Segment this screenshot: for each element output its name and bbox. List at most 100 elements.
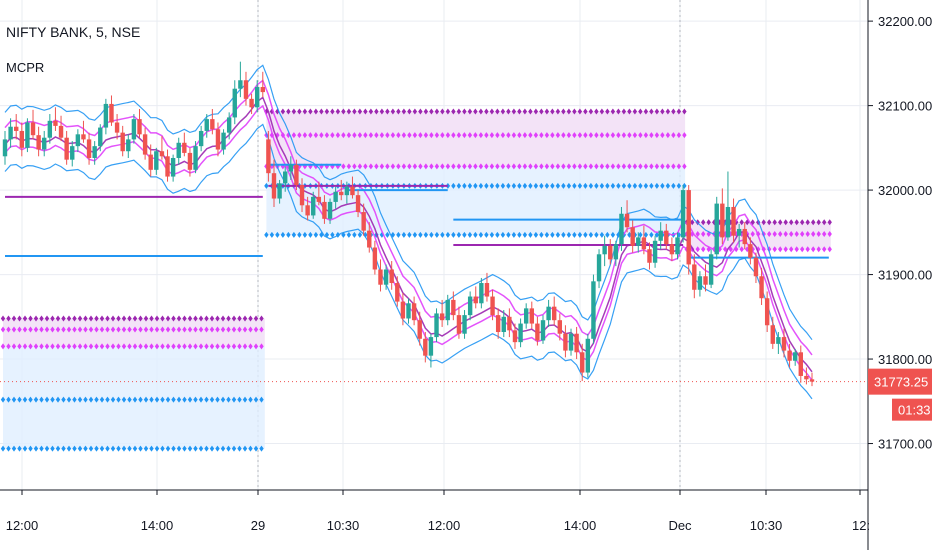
cpr-dot	[451, 182, 456, 189]
cpr-dot	[577, 182, 583, 189]
cpr-dot	[253, 326, 259, 333]
cpr-dot	[473, 231, 478, 238]
candle	[47, 114, 53, 144]
cpr-dot	[209, 445, 215, 452]
cpr-dot	[407, 163, 412, 170]
cpr-dot	[94, 343, 99, 350]
candle	[25, 118, 30, 153]
cpr-dot	[324, 108, 330, 115]
cpr-dot	[555, 108, 561, 115]
candle-body	[703, 276, 708, 285]
candle	[574, 326, 579, 360]
candle-body	[669, 244, 675, 255]
candle-body	[731, 206, 736, 236]
cpr-dot	[445, 231, 451, 238]
cpr-dot	[220, 445, 226, 452]
candle-body	[753, 257, 759, 277]
cpr-dot	[308, 231, 313, 238]
candle	[736, 223, 742, 248]
cpr-dot	[418, 132, 423, 139]
cpr-dot	[171, 326, 176, 333]
cpr-dot	[83, 343, 88, 350]
cpr-dot	[805, 219, 810, 226]
candle-body	[792, 352, 798, 361]
candle-body	[98, 127, 103, 147]
cpr-dot	[566, 108, 572, 115]
cpr-dot	[330, 108, 335, 115]
cpr-band	[3, 318, 265, 347]
cpr-dot	[690, 219, 695, 226]
cpr-dot	[605, 132, 610, 139]
cpr-dot	[138, 445, 143, 452]
cpr-dot	[110, 326, 116, 333]
candle-body	[406, 303, 411, 319]
cpr-dot	[138, 315, 143, 322]
cpr-dot	[665, 182, 671, 189]
cpr-dot	[676, 163, 682, 170]
cpr-dot	[253, 445, 259, 452]
cpr-dot	[248, 343, 253, 350]
cpr-level-dots	[264, 132, 687, 139]
cpr-dot	[17, 343, 22, 350]
cpr-dot	[621, 108, 627, 115]
cpr-dot	[506, 231, 511, 238]
cpr-dot	[610, 231, 616, 238]
cpr-dot	[6, 396, 11, 403]
cpr-dot	[610, 182, 616, 189]
chart-title[interactable]: NIFTY BANK, 5, NSE	[6, 24, 141, 40]
cpr-dot	[643, 231, 649, 238]
cpr-dot	[61, 326, 66, 333]
cpr-dot	[242, 326, 248, 333]
candle	[804, 367, 809, 385]
candle	[327, 198, 333, 224]
cpr-dot	[116, 315, 121, 322]
cpr-dot	[778, 219, 783, 226]
cpr-dot	[99, 315, 105, 322]
candle-body	[523, 308, 529, 324]
cpr-dot	[226, 326, 231, 333]
cpr-dot	[193, 445, 198, 452]
cpr-dot	[94, 315, 99, 322]
cpr-dot	[778, 231, 783, 238]
cpr-dot	[204, 396, 209, 403]
candle-body	[120, 132, 125, 152]
cpr-dot	[302, 132, 308, 139]
cpr-dot	[160, 315, 165, 322]
candle	[669, 237, 675, 262]
cpr-dot	[627, 163, 632, 170]
cpr-dot	[401, 132, 407, 139]
indicator-label[interactable]: MCPR	[6, 60, 45, 75]
cpr-dot	[407, 231, 412, 238]
candle-body	[630, 227, 635, 246]
cpr-dot	[132, 396, 138, 403]
cpr-dot	[555, 231, 561, 238]
candle	[400, 293, 406, 326]
candle	[792, 348, 798, 366]
candle	[613, 240, 619, 267]
x-tick-label: 14:00	[564, 518, 597, 533]
cpr-dot	[55, 315, 61, 322]
cpr-dot	[599, 182, 605, 189]
candle	[501, 310, 506, 338]
cpr-dot	[456, 108, 462, 115]
cpr-dot	[149, 396, 154, 403]
cpr-dot	[77, 326, 83, 333]
cpr-dot	[22, 396, 28, 403]
cpr-dot	[643, 108, 649, 115]
cpr-dot	[473, 163, 478, 170]
candle	[462, 310, 467, 339]
cpr-dot	[539, 132, 544, 139]
cpr-dot	[33, 326, 39, 333]
cpr-dot	[61, 445, 66, 452]
cpr-dot	[127, 445, 132, 452]
candle-body	[591, 281, 596, 339]
candle	[277, 179, 282, 204]
cpr-dot	[594, 132, 599, 139]
cpr-dot	[412, 163, 418, 170]
candle	[355, 190, 361, 218]
cpr-dot	[291, 132, 297, 139]
candle	[198, 125, 204, 152]
x-tick-label: 10:30	[750, 518, 783, 533]
cpr-dot	[204, 326, 209, 333]
